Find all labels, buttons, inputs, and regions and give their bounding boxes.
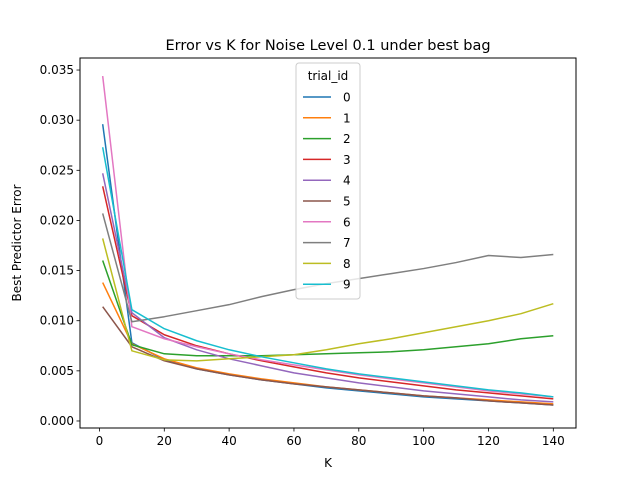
x-axis-ticks: 0 20 40 60 80 100 120 140 <box>96 428 565 448</box>
x-tick-label: 40 <box>221 434 236 448</box>
series-line-2 <box>101 260 554 357</box>
legend: trial_id 0 1 2 3 4 5 6 7 8 9 <box>295 62 361 300</box>
legend-box <box>295 62 361 300</box>
legend-label-8: 8 <box>343 257 351 271</box>
series-lines <box>101 75 554 406</box>
legend-label-3: 3 <box>343 153 351 167</box>
y-axis-ticks: 0.000 0.005 0.010 0.015 0.020 0.025 0.030 0.035 <box>40 63 80 428</box>
x-tick-label: 120 <box>477 434 500 448</box>
series-line-5 <box>102 306 554 406</box>
x-tick-label: 100 <box>412 434 435 448</box>
x-tick-label: 140 <box>542 434 565 448</box>
series-line-9 <box>101 147 554 398</box>
legend-label-6: 6 <box>343 215 351 229</box>
y-tick-label: 0.030 <box>40 113 74 127</box>
x-tick-label: 60 <box>286 434 301 448</box>
legend-label-5: 5 <box>343 195 351 209</box>
y-tick-label: 0.005 <box>40 364 74 378</box>
x-tick-label: 20 <box>157 434 172 448</box>
y-tick-label: 0.015 <box>40 264 74 278</box>
chart-title: Error vs K for Noise Level 0.1 under bes… <box>165 38 490 54</box>
series-line-6 <box>101 75 554 398</box>
plot-frame <box>79 57 577 429</box>
legend-label-1: 1 <box>343 111 351 125</box>
legend-label-9: 9 <box>343 278 351 292</box>
y-tick-label: 0.010 <box>40 314 74 328</box>
x-tick-label: 0 <box>96 434 104 448</box>
x-axis-label: K <box>324 456 333 470</box>
series-line-8 <box>101 238 554 362</box>
legend-title: trial_id <box>308 69 349 83</box>
legend-label-0: 0 <box>343 91 351 105</box>
y-axis-label: Best Predictor Error <box>10 184 24 301</box>
y-tick-label: 0.035 <box>40 63 74 77</box>
series-line-3 <box>101 186 554 400</box>
x-tick-label: 80 <box>351 434 366 448</box>
legend-label-7: 7 <box>343 236 351 250</box>
legend-label-2: 2 <box>343 132 351 146</box>
legend-label-4: 4 <box>343 174 351 188</box>
y-tick-label: 0.025 <box>40 163 74 177</box>
legend-items: 0 1 2 3 4 5 6 7 8 9 <box>303 91 351 292</box>
y-tick-label: 0.000 <box>40 414 74 428</box>
y-tick-label: 0.020 <box>40 213 74 227</box>
